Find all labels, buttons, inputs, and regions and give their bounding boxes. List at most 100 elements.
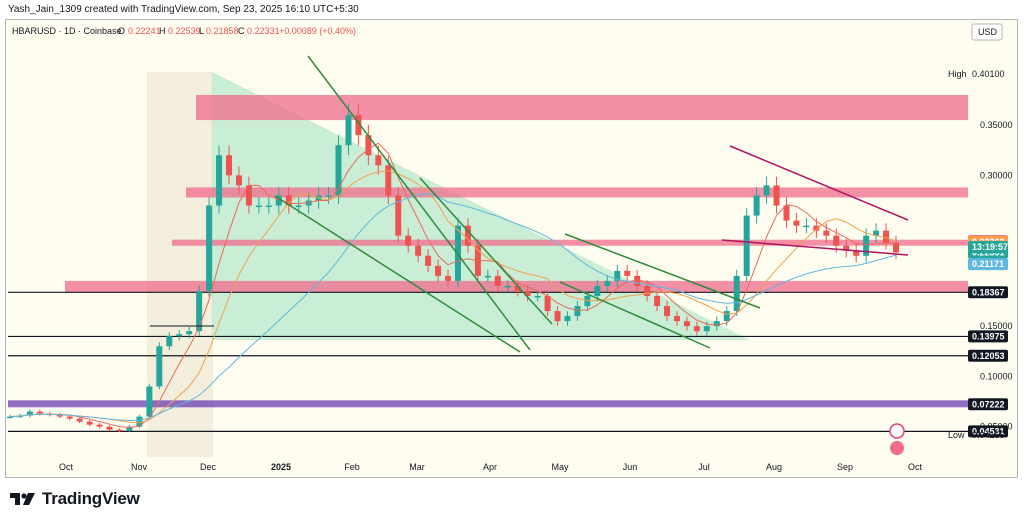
candle-body bbox=[405, 235, 412, 246]
time-tick-label: Oct bbox=[908, 462, 923, 472]
tradingview-wordmark: TradingView bbox=[42, 489, 140, 508]
trendline bbox=[564, 233, 761, 309]
candle-body bbox=[763, 185, 770, 196]
price-label-box bbox=[968, 425, 1008, 438]
currency-box[interactable]: USD bbox=[971, 23, 1003, 41]
candle-body bbox=[673, 316, 680, 322]
time-tick-label: Mar bbox=[409, 462, 425, 472]
price-label-tag: Low bbox=[948, 430, 965, 440]
legend-change: +0.00089 (+0.40%) bbox=[279, 26, 356, 36]
candle-body bbox=[624, 270, 631, 276]
price-label-line[interactable]: 0.12053 bbox=[968, 349, 1008, 362]
price-tick-label: 0.35000 bbox=[980, 120, 1013, 130]
price-label-line[interactable]: 0.18367 bbox=[968, 286, 1008, 299]
price-label-value: 13:19:57 bbox=[972, 242, 1008, 252]
legend-open-key: O bbox=[118, 26, 125, 36]
candle-body bbox=[853, 250, 860, 256]
time-axis[interactable]: Oct Nov Dec 2025 Feb Mar Apr May Jun Jul Aug Sep Oct bbox=[59, 462, 923, 472]
candle-body bbox=[594, 285, 601, 296]
trendline bbox=[274, 195, 521, 353]
wedge-upper-line bbox=[729, 145, 909, 221]
candle-body bbox=[255, 205, 262, 208]
legend-close: 0.22331 bbox=[247, 26, 280, 36]
tradingview-logo[interactable]: TradingView bbox=[9, 489, 140, 509]
price-label-box bbox=[968, 398, 1008, 411]
trendline bbox=[559, 281, 711, 349]
resistance-zone bbox=[196, 94, 968, 121]
candle-body bbox=[464, 225, 471, 246]
candle-body bbox=[265, 205, 272, 208]
candle-body bbox=[863, 235, 870, 256]
candle-body bbox=[803, 225, 810, 228]
price-label-line[interactable]: 0.13975 bbox=[968, 330, 1008, 343]
candle-body bbox=[484, 275, 491, 278]
candle-body bbox=[275, 195, 282, 206]
trendline bbox=[419, 177, 553, 325]
price-label-value: 0.12053 bbox=[972, 351, 1005, 361]
candle-body bbox=[76, 418, 83, 422]
volume-profile-bg bbox=[147, 72, 213, 457]
candle-body bbox=[644, 285, 651, 296]
price-label-value: 0.04531 bbox=[972, 426, 1005, 436]
candle-body bbox=[494, 275, 501, 286]
candle-body bbox=[634, 275, 641, 286]
candle-body bbox=[186, 331, 193, 335]
time-tick-label: Apr bbox=[483, 462, 497, 472]
candle-body bbox=[355, 115, 362, 136]
candle-body bbox=[703, 326, 710, 332]
candle-body bbox=[733, 275, 740, 312]
time-tick-label: Feb bbox=[344, 462, 360, 472]
candle-body bbox=[883, 230, 890, 243]
candle-body bbox=[693, 326, 700, 332]
price-label-value: 0.21171 bbox=[972, 259, 1004, 269]
candle-body bbox=[216, 155, 223, 206]
chart-credit: Yash_Jain_1309 created with TradingView.… bbox=[8, 4, 359, 15]
price-label-line[interactable]: 0.04531 bbox=[968, 425, 1008, 438]
candle-body bbox=[56, 414, 63, 417]
legend-high: 0.22539 bbox=[168, 26, 201, 36]
resistance-zone bbox=[186, 187, 968, 198]
currency-label: USD bbox=[978, 27, 998, 37]
price-label-high[interactable]: High 0.40100 bbox=[948, 69, 1005, 79]
candle-body bbox=[96, 424, 103, 427]
dividend-icon[interactable] bbox=[890, 441, 904, 455]
price-label-purple[interactable]: 0.07222 bbox=[968, 398, 1008, 411]
candle-body bbox=[156, 346, 163, 387]
candle-body bbox=[106, 426, 113, 430]
candle-body bbox=[743, 215, 750, 276]
price-label-countdown[interactable]: 13:19:57 bbox=[968, 241, 1008, 253]
event-flag-icon[interactable] bbox=[889, 423, 905, 439]
legend-symbol: HBARUSD · 1D · Coinbase bbox=[12, 26, 122, 36]
candle-body bbox=[454, 225, 461, 281]
time-tick-label: May bbox=[551, 462, 569, 472]
resistance-zone bbox=[172, 239, 968, 246]
candle-body bbox=[544, 295, 551, 312]
price-axis[interactable]: 0.350000.300000.150000.100000.05000High0… bbox=[948, 69, 1013, 440]
candle-body bbox=[295, 205, 302, 208]
candle-body bbox=[753, 195, 760, 216]
candle-body bbox=[36, 411, 43, 414]
price-tick-label: 0.10000 bbox=[980, 371, 1013, 381]
candle-body bbox=[813, 225, 820, 231]
candle-body bbox=[345, 115, 352, 146]
candle-body bbox=[86, 421, 93, 425]
candle-body bbox=[564, 316, 571, 322]
price-label-low[interactable]: Low 0.04155 bbox=[948, 430, 1005, 440]
candle-body bbox=[176, 334, 183, 337]
moving-average-line bbox=[9, 192, 897, 422]
legend-close-key: C bbox=[238, 26, 245, 36]
price-label-ma[interactable]: 0.21171 bbox=[968, 258, 1008, 271]
candle-body bbox=[146, 386, 153, 417]
candle-body bbox=[843, 245, 850, 251]
time-tick-label: Dec bbox=[200, 462, 217, 472]
candle-body bbox=[873, 230, 880, 236]
candle-body bbox=[584, 295, 591, 307]
time-tick-label: Oct bbox=[59, 462, 74, 472]
candle-body bbox=[654, 295, 661, 307]
candle-body bbox=[773, 185, 780, 206]
legend-low: 0.21858 bbox=[206, 26, 239, 36]
price-label-box bbox=[968, 258, 1008, 271]
time-tick-label: 2025 bbox=[271, 462, 291, 472]
candle-body bbox=[524, 290, 531, 296]
